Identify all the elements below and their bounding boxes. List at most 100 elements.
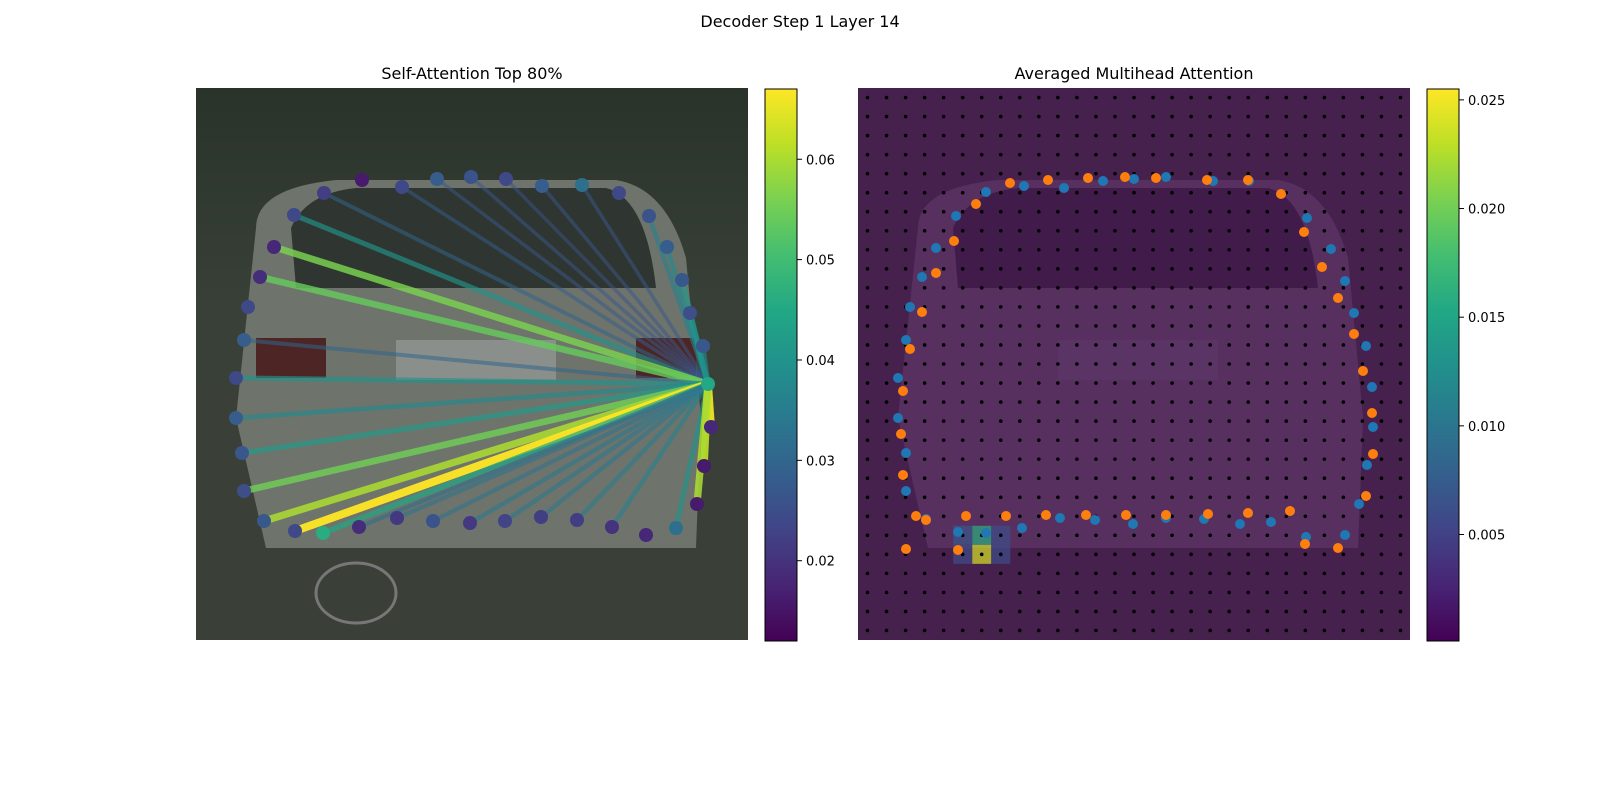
grid-dot [884,438,889,442]
blue-point-27 [981,528,991,538]
blue-point-34 [901,335,911,345]
grid-dot [1037,286,1041,290]
keypoint-34 [237,333,251,347]
grid-dot [1284,343,1289,347]
self-attention-plot [196,88,748,640]
grid-dot [884,362,889,366]
orange-point-8 [1299,227,1309,237]
blue-point-13 [1367,382,1377,392]
grid-dot [1303,571,1308,576]
grid-dot [1379,495,1384,500]
grid-dot [960,95,965,100]
grid-dot [1113,267,1117,271]
grid-dot [1075,228,1079,233]
grid-dot [1151,533,1155,538]
orange-point-13 [1367,408,1377,418]
grid-dot [1398,343,1403,347]
grid-dot [922,228,927,233]
grid-dot [884,190,889,195]
grid-dot [1379,190,1384,195]
grid-dot [1056,571,1060,576]
grid-dot [998,190,1003,195]
grid-dot [1303,95,1308,100]
grid-dot [1341,305,1346,309]
grid-dot [1227,95,1231,100]
grid-dot [1075,419,1079,423]
grid-dot [884,628,889,633]
grid-dot [979,247,984,252]
grid-dot [1265,190,1270,195]
grid-dot [1094,362,1098,366]
grid-dot [1037,438,1041,442]
grid-dot [1265,495,1270,500]
grid-dot [1094,533,1098,538]
grid-dot [1094,247,1098,252]
grid-dot [1303,381,1308,385]
grid-dot [1056,305,1060,309]
grid-dot [1094,228,1098,233]
grid-dot [1151,267,1155,271]
grid-dot [1398,209,1403,214]
grid-dot [1151,590,1155,595]
blue-point-9 [1326,244,1336,254]
grid-dot [1132,381,1136,385]
grid-dot [1094,571,1098,576]
grid-dot [1322,209,1327,214]
grid-dot [979,343,984,347]
attention-edge-15 [242,338,710,386]
orange-point-16 [1333,543,1343,553]
grid-dot [1246,381,1251,385]
grid-dot [1017,228,1022,233]
blue-point-36 [917,272,927,282]
grid-dot [1303,438,1308,442]
grid-dot [1075,286,1079,290]
grid-dot [1132,228,1136,233]
grid-dot [1037,419,1041,423]
grid-dot [865,324,870,328]
grid-dot [865,438,870,442]
grid-dot [1170,419,1174,423]
grid-dot [960,209,965,214]
grid-dot [1398,286,1403,290]
grid-dot [1341,514,1346,519]
grid-dot [1398,400,1403,404]
grid-dot [1017,476,1022,481]
grid-dot [1151,114,1155,119]
grid-dot [1113,152,1117,157]
grid-dot [922,152,927,157]
grid-dot [1379,533,1384,538]
grid-dot [1056,324,1060,328]
grid-dot [1322,514,1327,519]
grid-dot [1208,609,1212,614]
grid-dot [1132,286,1136,290]
grid-dot [884,533,889,538]
grid-dot [1017,628,1022,633]
grid-dot [922,476,927,481]
grid-dot [1379,267,1384,271]
orange-point-9 [1317,262,1327,272]
grid-dot [1227,400,1231,404]
grid-dot [1037,381,1041,385]
grid-dot [865,95,870,100]
grid-dot [1341,228,1346,233]
grid-dot [1189,457,1193,461]
grid-dot [1094,438,1098,442]
grid-dot [1017,533,1022,538]
grid-dot [1360,628,1365,633]
left-panel-title: Self-Attention Top 80% [381,64,563,83]
keypoint-8 [612,186,626,200]
orange-point-32 [898,386,908,396]
grid-dot [1113,95,1117,100]
grid-dot [1208,267,1212,271]
grid-dot [884,514,889,519]
grid-dot [1094,590,1098,595]
grid-dot [979,495,984,500]
grid-dot [998,476,1003,481]
grid-dot [1132,590,1136,595]
keypoint-35 [241,300,255,314]
grid-dot [1132,343,1136,347]
grid-dot [1322,571,1327,576]
grid-dot [941,152,946,157]
grid-dot [960,400,965,404]
grid-dot [1227,343,1231,347]
